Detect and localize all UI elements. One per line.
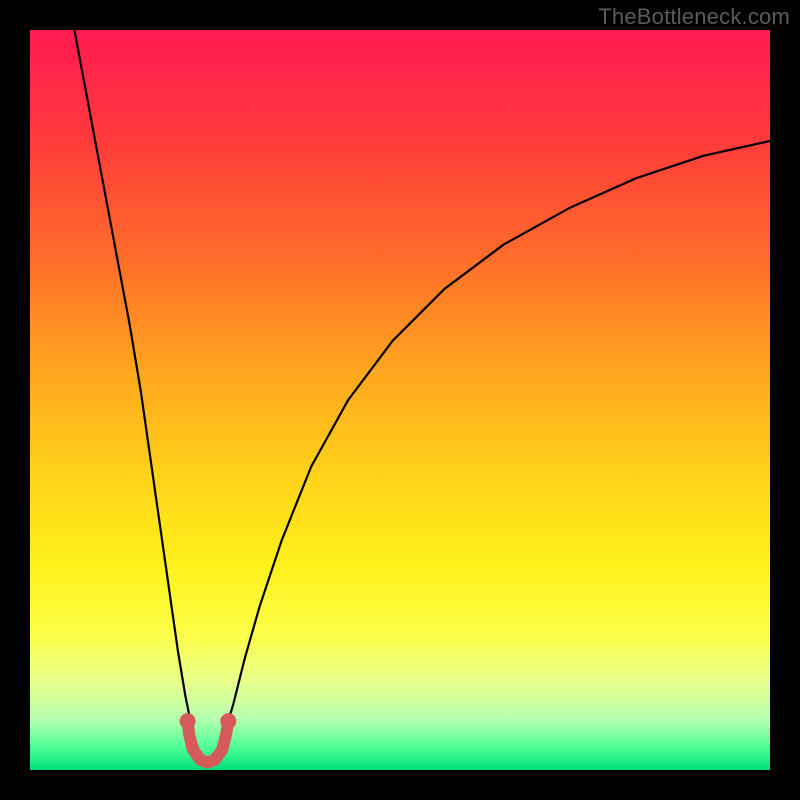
bottom-u-end-dot-1 — [220, 713, 236, 729]
chart-container: TheBottleneck.com — [0, 0, 800, 800]
bottom-u-end-dot-0 — [180, 713, 196, 729]
watermark-text: TheBottleneck.com — [598, 4, 790, 30]
chart-svg — [0, 0, 800, 800]
